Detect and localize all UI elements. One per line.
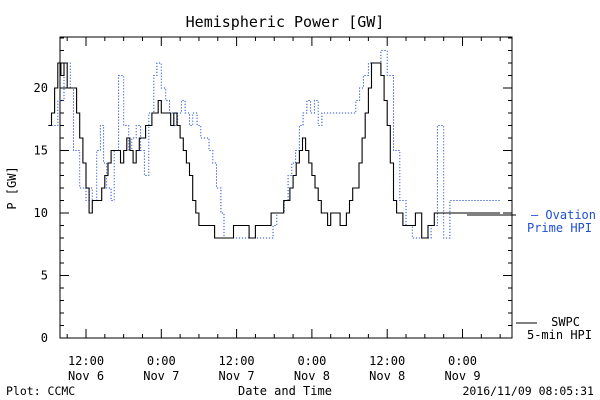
x-tick-date: Nov 8	[369, 369, 405, 383]
chart-title: Hemispheric Power [GW]	[186, 13, 385, 31]
legend-ovation-line2: Prime HPI	[527, 221, 592, 235]
x-tick-date: Nov 8	[294, 369, 330, 383]
y-tick-label: 15	[34, 144, 48, 158]
legend-ovation-line1: — Ovation	[531, 208, 596, 222]
x-axis-label: Date and Time	[238, 384, 332, 398]
y-tick-label: 10	[34, 206, 48, 220]
legend-swpc-line2: 5-min HPI	[527, 328, 592, 342]
series-layer	[48, 50, 501, 239]
legend-swpc-line1: SWPC	[551, 315, 580, 329]
x-tick-time: 0:00	[297, 354, 326, 368]
y-tick-label: 20	[34, 81, 48, 95]
footer-timestamp: 2016/11/09 08:05:31	[462, 384, 594, 398]
x-tick-date: Nov 7	[143, 369, 179, 383]
x-tick-date: Nov 9	[444, 369, 480, 383]
x-tick-time: 12:00	[68, 354, 104, 368]
x-tick-time: 12:00	[369, 354, 405, 368]
x-tick-time: 0:00	[147, 354, 176, 368]
legend-swpc: SWPC 5-min HPI	[516, 315, 592, 342]
x-tick-date: Nov 7	[219, 369, 255, 383]
plot-frame	[59, 36, 513, 339]
y-axis-label: P [GW]	[5, 166, 19, 209]
series-swpc-line	[48, 62, 501, 239]
y-tick-label: 5	[41, 269, 48, 283]
series-ovation-line	[48, 50, 501, 239]
y-axis: 0 5 10 15 20	[34, 37, 512, 345]
x-tick-date: Nov 6	[68, 369, 104, 383]
x-tick-time: 12:00	[219, 354, 255, 368]
x-tick-time: 0:00	[448, 354, 477, 368]
footer-plot-source: Plot: CCMC	[6, 384, 75, 398]
legend-ovation: — Ovation Prime HPI	[467, 208, 596, 235]
y-tick-label: 0	[41, 331, 48, 345]
